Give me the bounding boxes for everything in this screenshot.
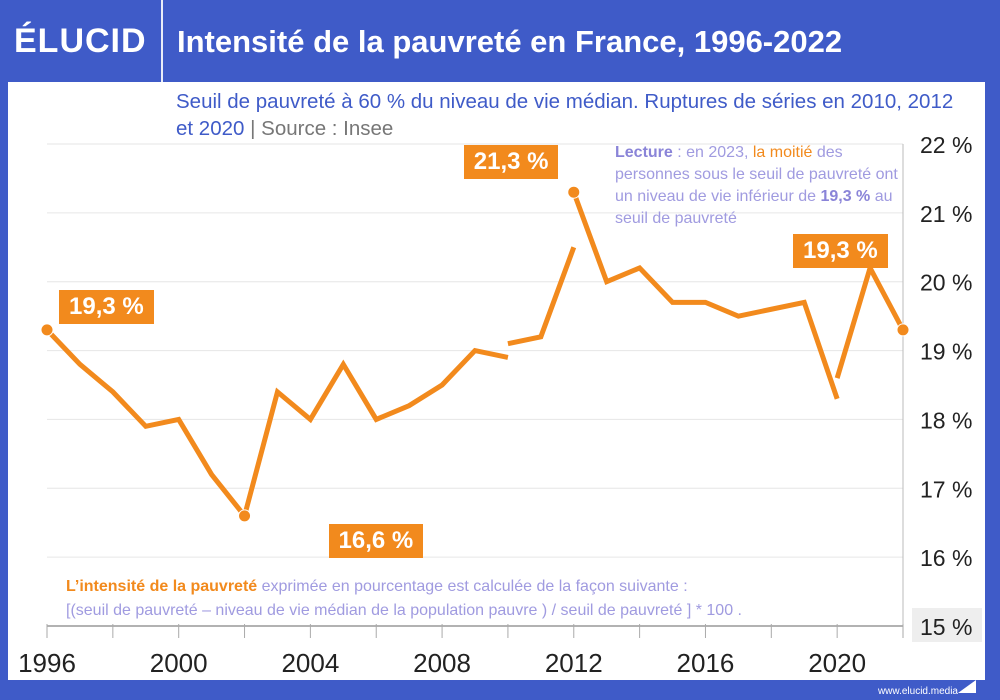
y-tick-label: 19 % bbox=[920, 339, 972, 365]
data-label: 19,3 % bbox=[793, 233, 888, 268]
x-tick-label: 2012 bbox=[545, 648, 603, 678]
x-tick-label: 2000 bbox=[150, 648, 208, 678]
lecture-text: : en 2023, bbox=[672, 144, 753, 161]
y-tick-label: 15 % bbox=[920, 614, 972, 640]
data-label: 21,3 % bbox=[463, 145, 559, 180]
data-label: 16,6 % bbox=[328, 523, 424, 558]
note-bold: L’intensité de la pauvreté bbox=[66, 578, 258, 595]
chart-panel bbox=[8, 82, 985, 680]
data-label: 19,3 % bbox=[59, 289, 154, 324]
series-line bbox=[571, 191, 840, 400]
chart-title: Intensité de la pauvreté en France, 1996… bbox=[177, 24, 843, 59]
x-tick-label: 2008 bbox=[413, 648, 471, 678]
subtitle-text: Seuil de pauvreté à 60 % du niveau de vi… bbox=[176, 90, 954, 140]
x-tick-label: 1996 bbox=[18, 648, 76, 678]
y-tick-label: 16 % bbox=[920, 545, 972, 571]
x-tick-label: 2016 bbox=[677, 648, 735, 678]
series-line bbox=[507, 246, 577, 347]
website-link[interactable]: www.elucid.media bbox=[877, 686, 958, 697]
data-point-marker bbox=[40, 323, 54, 337]
y-tick-label: 17 % bbox=[920, 476, 972, 502]
y-tick-label: 18 % bbox=[920, 407, 972, 433]
x-tick-label: 2020 bbox=[808, 648, 866, 678]
y-tick-label: 22 % bbox=[920, 132, 972, 158]
lecture-annotation: Lecture : en 2023, la moitié des personn… bbox=[615, 142, 905, 230]
source-separator: | bbox=[250, 117, 256, 140]
data-point-marker bbox=[238, 509, 252, 523]
elucid-mark-icon bbox=[958, 680, 976, 693]
elucid-logo: ÉLUCID bbox=[14, 22, 147, 60]
data-point-marker bbox=[567, 185, 581, 199]
series-line bbox=[834, 261, 906, 379]
lecture-highlight: la moitié bbox=[752, 144, 813, 161]
note-line2: [(seuil de pauvreté – niveau de vie médi… bbox=[66, 602, 742, 619]
y-tick-label: 21 % bbox=[920, 201, 972, 227]
y-tick-bg bbox=[912, 608, 982, 642]
source-text: Source : Insee bbox=[261, 117, 394, 140]
x-tick-label: 2004 bbox=[281, 648, 339, 678]
lecture-label: Lecture bbox=[615, 144, 673, 161]
lecture-value: 19,3 % bbox=[820, 188, 871, 205]
header-divider bbox=[161, 0, 163, 82]
data-point-marker bbox=[896, 323, 910, 337]
y-tick-label: 20 % bbox=[920, 270, 972, 296]
note-line1: exprimée en pourcentage est calculée de … bbox=[257, 578, 688, 595]
lecture-text: au seuil de pauvreté bbox=[615, 188, 893, 227]
lecture-text: des personnes sous le seuil de pauvreté … bbox=[615, 144, 898, 205]
chart-subtitle: Seuil de pauvreté à 60 % du niveau de vi… bbox=[176, 88, 976, 142]
formula-note: L’intensité de la pauvreté exprimée en p… bbox=[66, 575, 926, 623]
series-line bbox=[45, 328, 509, 522]
